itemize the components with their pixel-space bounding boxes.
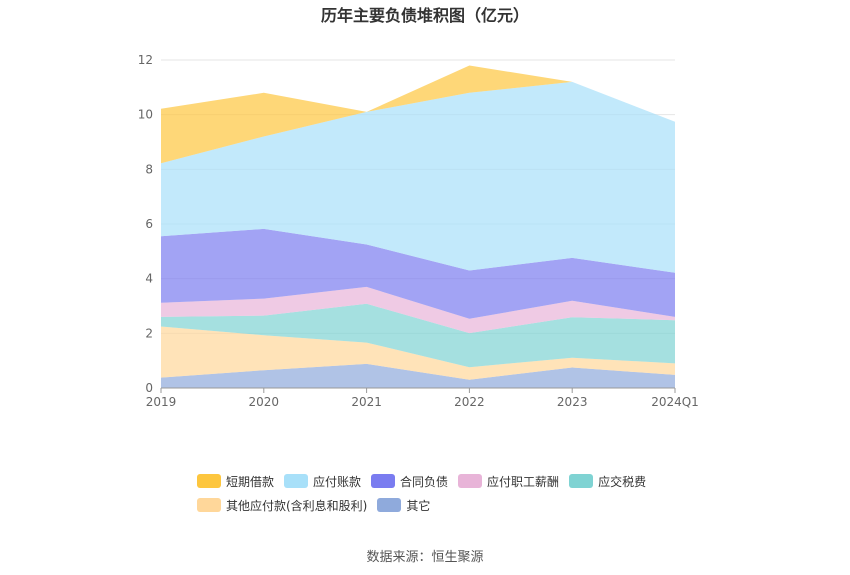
x-tick-label: 2023 [557,395,588,409]
legend-swatch [284,474,309,488]
y-tick-label: 2 [145,326,153,340]
x-tick-label: 2020 [249,395,280,409]
chart-title: 历年主要负债堆积图（亿元） [320,6,529,25]
legend-item[interactable]: 应付职工薪酬 [458,472,559,490]
legend-item[interactable]: 其他应付款(含利息和股利) [197,496,367,514]
y-tick-label: 4 [145,272,153,286]
legend-swatch [377,498,402,512]
legend-item[interactable]: 合同负债 [371,472,448,490]
legend-label: 应交税费 [598,474,647,489]
area-series-4 [161,228,675,319]
y-tick-label: 10 [138,108,153,122]
x-tick-label: 2019 [146,395,177,409]
legend-label: 应付职工薪酬 [487,474,560,489]
legend-swatch [458,474,483,488]
legend-label: 其他应付款(含利息和股利) [226,498,368,513]
legend-swatch [371,474,396,488]
y-tick-label: 8 [145,162,153,176]
x-tick-label: 2022 [454,395,485,409]
legend: 短期借款 应付账款 合同负债 应付职工薪酬 应交税费其他应付款(含利息和股利) 其它 [197,472,667,520]
legend-item[interactable]: 应付账款 [284,472,361,490]
area-series-0 [161,363,675,388]
y-tick-label: 6 [145,217,153,231]
area-series-3 [161,286,675,334]
legend-swatch [569,474,594,488]
legend-label: 合同负债 [400,474,449,489]
area-series-2 [161,303,675,368]
legend-item[interactable]: 应交税费 [569,472,646,490]
x-tick-label: 2024Q1 [651,395,699,409]
legend-swatch [197,474,221,488]
legend-label: 短期借款 [226,474,275,489]
y-tick-label: 12 [138,53,153,67]
legend-label: 其它 [406,498,431,513]
source-note: 数据来源：恒生聚源 [366,550,484,565]
area-series-6 [161,65,675,164]
area-series-1 [161,326,675,380]
y-tick-label: 0 [145,381,153,395]
legend-item[interactable]: 短期借款 [197,472,274,490]
legend-swatch [197,498,221,512]
legend-label: 应付账款 [313,474,362,489]
axes: 0 2 4 6 8 10 12 2019 2020 2021 2022 2023 2024Q1 [138,53,699,409]
x-tick-label: 2021 [351,395,382,409]
area-series-layer [161,65,675,388]
legend-item[interactable]: 其它 [377,496,430,514]
area-series-5 [161,81,675,273]
